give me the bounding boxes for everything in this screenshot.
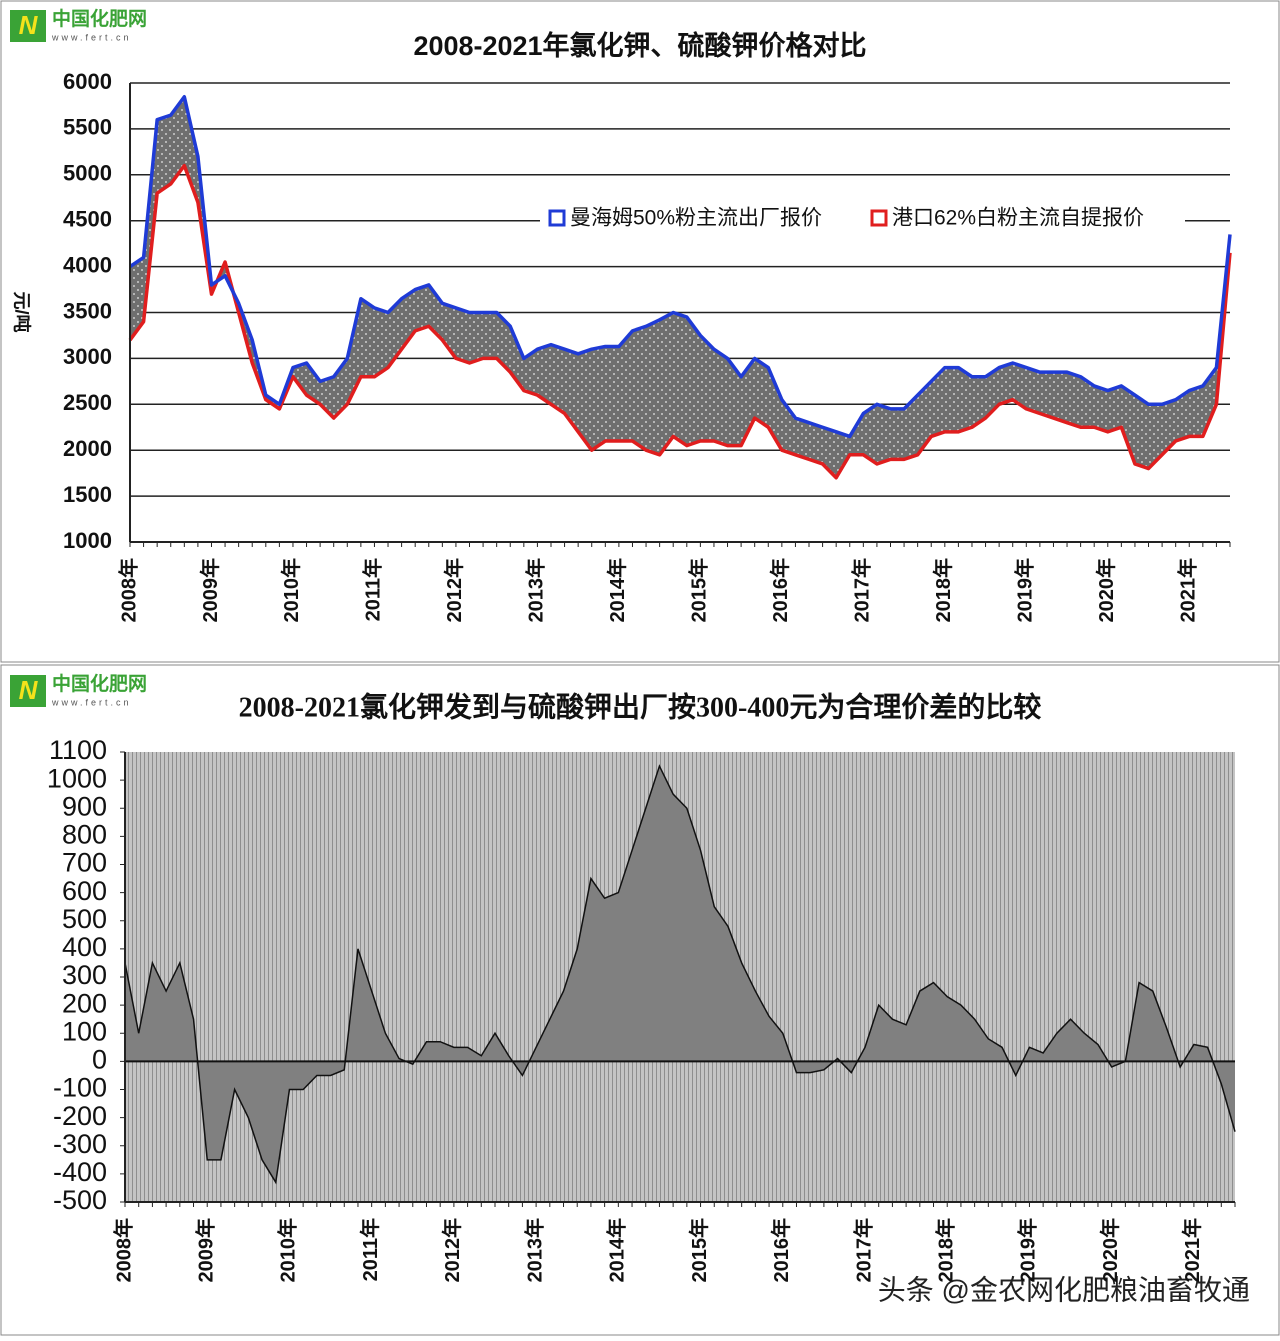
x-tick-label: 2017年 [850,558,874,623]
y-tick-label: -300 [53,1129,107,1159]
x-tick-label: 2018年 [931,558,955,623]
y-tick-label: 900 [62,791,107,821]
logo-url: www.fert.cn [51,32,132,42]
y-tick-label: 1500 [63,482,112,507]
y-tick-label: 400 [62,932,107,962]
x-tick-label: 2011年 [358,1218,382,1281]
x-tick-label: 2010年 [276,1218,300,1283]
y-tick-label: 200 [62,988,107,1018]
y-tick-label: 5500 [63,115,112,140]
x-tick-label: 2010年 [279,558,303,623]
x-tick-label: 2011年 [361,558,385,621]
x-tick-label: 2020年 [1098,1218,1122,1283]
legend-box [540,202,1185,234]
logo-name: 中国化肥网 [52,672,147,695]
x-tick-label: 2021年 [1176,558,1200,623]
x-tick-label: 2009年 [198,558,222,623]
area [125,766,1235,1183]
series-line [128,163,1232,480]
x-tick-label: 2009年 [194,1218,218,1283]
x-tick-label: 2019年 [1013,558,1037,623]
logo-name: 中国化肥网 [52,7,147,30]
x-tick-label: 2014年 [605,558,629,623]
x-tick-label: 2020年 [1094,558,1118,623]
x-tick-label: 2016年 [768,558,792,623]
svg-text:N: N [19,10,39,40]
watermark: 头条 @金农网化肥粮油畜牧通 [878,1274,1250,1305]
x-tick-label: 2021年 [1180,1218,1204,1283]
chart-title: 2008-2021氯化钾发到与硫酸钾出厂按300-400元为合理价差的比较 [239,690,1042,723]
y-tick-label: 5000 [63,161,112,186]
y-tick-label: 800 [62,820,107,850]
chart-title: 2008-2021年氯化钾、硫酸钾价格对比 [413,30,866,61]
x-tick-label: 2018年 [934,1218,958,1283]
y-tick-label: -500 [53,1185,107,1215]
y-tick-label: 3000 [63,344,112,369]
x-tick-label: 2013年 [524,558,548,623]
y-tick-label: 4000 [63,252,112,277]
y-tick-label: 0 [92,1045,107,1075]
x-tick-label: 2008年 [111,1218,135,1283]
svg-text:N: N [19,675,39,705]
x-tick-label: 2017年 [851,1218,875,1283]
x-tick-label: 2012年 [440,1218,464,1283]
y-tick-label: 2500 [63,390,112,415]
y-tick-label: 300 [62,960,107,990]
spread-area [130,96,1230,478]
x-tick-label: 2008年 [116,558,140,623]
x-tick-label: 2015年 [687,558,711,623]
x-tick-label: 2012年 [442,558,466,623]
y-tick-label: 500 [62,904,107,934]
y-tick-label: 6000 [63,69,112,94]
y-axis-label: 元/吨 [11,291,32,332]
y-tick-label: -200 [53,1101,107,1131]
legend-swatch [870,209,888,227]
y-tick-label: 600 [62,876,107,906]
y-tick-label: 1100 [49,735,107,765]
x-tick-label: 2013年 [522,1218,546,1283]
logo: N 中国化肥网 www.fert.cn [10,7,147,42]
y-tick-label: 1000 [47,763,107,793]
x-tick-label: 2019年 [1016,1218,1040,1283]
y-tick-label: 100 [62,1016,107,1046]
y-tick-label: -400 [53,1157,107,1187]
y-tick-label: 4500 [63,207,112,232]
y-tick-label: 2000 [63,436,112,461]
y-tick-label: 3500 [63,298,112,323]
y-tick-label: -100 [53,1073,107,1103]
logo: N 中国化肥网 www.fert.cn [10,672,147,707]
y-tick-label: 1000 [63,528,112,553]
area-line [124,764,1236,1185]
x-tick-label: 2016年 [769,1218,793,1283]
series-line [129,95,1232,439]
x-tick-label: 2014年 [605,1218,629,1283]
legend-label: 港口62%白粉主流自提报价 [892,207,1144,230]
logo-url: www.fert.cn [51,697,132,707]
y-tick-label: 700 [62,848,107,878]
legend-label: 曼海姆50%粉主流出厂报价 [570,207,822,230]
x-tick-label: 2015年 [687,1218,711,1283]
legend-swatch [548,209,566,227]
